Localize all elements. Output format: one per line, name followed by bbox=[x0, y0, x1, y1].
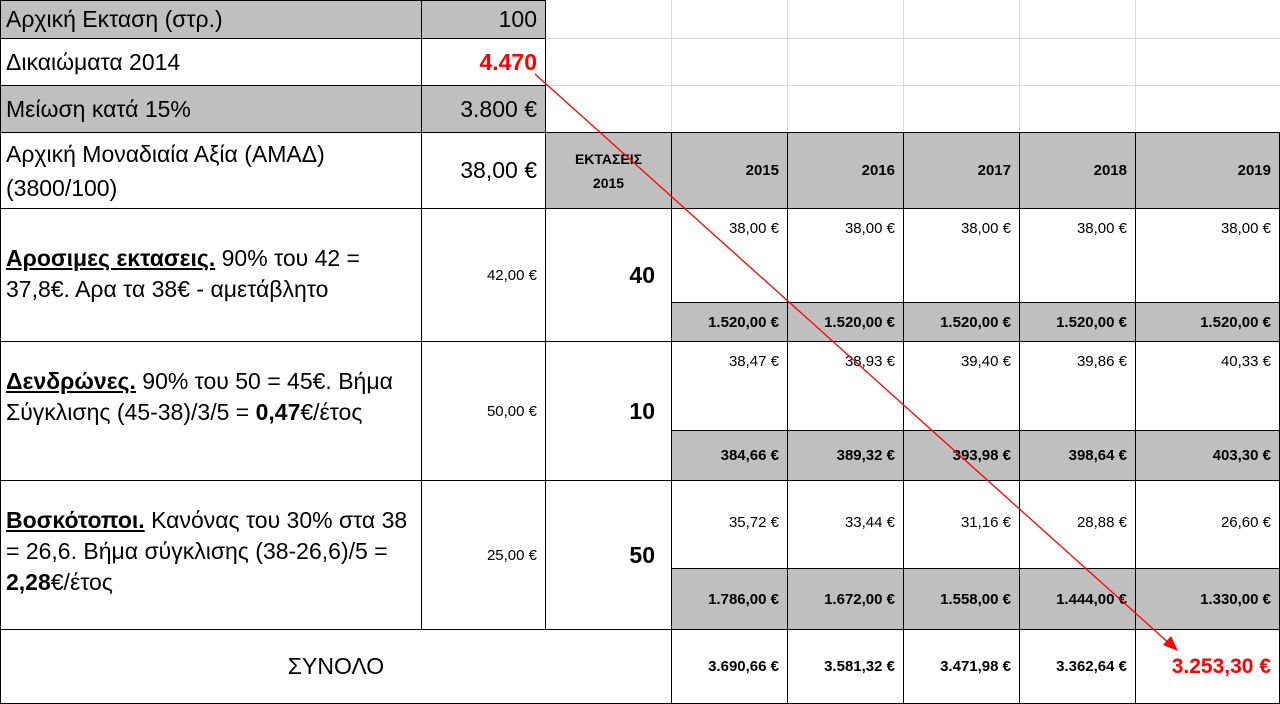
unit-value-label[interactable]: Αρχική Μοναδιαία Αξία (ΑΜΑΔ) (3800/100) bbox=[0, 132, 422, 209]
arable-area[interactable]: 40 bbox=[545, 208, 672, 342]
pastures-total[interactable]: 1.444,00 € bbox=[1019, 568, 1136, 630]
orchards-desc-text: 90% του 50 = 45€. Βήμα Σύγκλισης (45-38)… bbox=[6, 368, 393, 425]
orchards-unit-value[interactable]: 38,47 € bbox=[671, 341, 788, 431]
areas-header-line1: ΕΚΤΑΣΕΙΣ bbox=[574, 150, 643, 167]
year-header[interactable]: 2017 bbox=[903, 132, 1020, 209]
orchards-title: Δενδρώνες. bbox=[6, 368, 136, 394]
orchards-desc-tail: €/έτος bbox=[300, 399, 363, 425]
unit-value-value[interactable]: 38,00 € bbox=[421, 132, 546, 209]
year-header[interactable]: 2016 bbox=[787, 132, 904, 209]
year-header[interactable]: 2015 bbox=[671, 132, 788, 209]
gridline bbox=[787, 0, 788, 132]
pastures-total[interactable]: 1.786,00 € bbox=[671, 568, 788, 630]
orchards-target-value[interactable]: 50,00 € bbox=[421, 341, 546, 481]
pastures-unit-value[interactable]: 35,72 € bbox=[671, 480, 788, 569]
arable-total[interactable]: 1.520,00 € bbox=[1135, 302, 1280, 342]
orchards-total[interactable]: 403,30 € bbox=[1135, 430, 1280, 481]
pastures-unit-value[interactable]: 31,16 € bbox=[903, 480, 1020, 569]
pastures-total[interactable]: 1.330,00 € bbox=[1135, 568, 1280, 630]
arable-unit-value[interactable]: 38,00 € bbox=[1019, 208, 1136, 303]
grand-total-value[interactable]: 3.362,64 € bbox=[1019, 629, 1136, 704]
arable-total[interactable]: 1.520,00 € bbox=[787, 302, 904, 342]
grand-total-value[interactable]: 3.581,32 € bbox=[787, 629, 904, 704]
pastures-total[interactable]: 1.558,00 € bbox=[903, 568, 1020, 630]
orchards-unit-value[interactable]: 39,40 € bbox=[903, 341, 1020, 431]
arable-description[interactable]: Αροσιμες εκτασεις. 90% του 42 = 37,8€. Α… bbox=[0, 208, 422, 342]
orchards-step-value: 0,47 bbox=[255, 399, 301, 425]
arable-total[interactable]: 1.520,00 € bbox=[903, 302, 1020, 342]
initial-area-value[interactable]: 100 bbox=[421, 0, 546, 39]
pastures-unit-value[interactable]: 33,44 € bbox=[787, 480, 904, 569]
initial-area-label[interactable]: Αρχική Εκταση (στρ.) bbox=[0, 0, 422, 39]
reduction-label[interactable]: Μείωση κατά 15% bbox=[0, 85, 422, 133]
orchards-total[interactable]: 398,64 € bbox=[1019, 430, 1136, 481]
gridline bbox=[1135, 0, 1136, 132]
pastures-unit-value[interactable]: 28,88 € bbox=[1019, 480, 1136, 569]
arable-unit-value[interactable]: 38,00 € bbox=[787, 208, 904, 303]
arable-total[interactable]: 1.520,00 € bbox=[1019, 302, 1136, 342]
gridline bbox=[1019, 0, 1020, 132]
pastures-desc-text: Κανόνας του 30% στα 38 = 26,6. Βήμα σύγκ… bbox=[6, 507, 408, 564]
gridline bbox=[545, 38, 1280, 39]
gridline bbox=[545, 85, 1280, 86]
pastures-area[interactable]: 50 bbox=[545, 480, 672, 630]
orchards-description[interactable]: Δενδρώνες. 90% του 50 = 45€. Βήμα Σύγκλι… bbox=[0, 341, 422, 481]
orchards-area[interactable]: 10 bbox=[545, 341, 672, 481]
grand-total-value[interactable]: 3.690,66 € bbox=[671, 629, 788, 704]
pastures-step-value: 2,28 bbox=[6, 569, 51, 595]
orchards-unit-value[interactable]: 38,93 € bbox=[787, 341, 904, 431]
orchards-unit-value[interactable]: 40,33 € bbox=[1135, 341, 1280, 431]
pastures-target-value[interactable]: 25,00 € bbox=[421, 480, 546, 630]
arable-unit-value[interactable]: 38,00 € bbox=[1135, 208, 1280, 303]
reduction-value[interactable]: 3.800 € bbox=[421, 85, 546, 133]
gridline bbox=[903, 0, 904, 132]
arable-total[interactable]: 1.520,00 € bbox=[671, 302, 788, 342]
grand-total-label[interactable]: ΣΥΝΟΛΟ bbox=[0, 629, 672, 704]
year-header[interactable]: 2018 bbox=[1019, 132, 1136, 209]
pastures-total[interactable]: 1.672,00 € bbox=[787, 568, 904, 630]
gridline bbox=[671, 0, 672, 132]
pastures-unit-value[interactable]: 26,60 € bbox=[1135, 480, 1280, 569]
arable-target-value[interactable]: 42,00 € bbox=[421, 208, 546, 342]
arable-desc-text: 90% του 42 = 37,8€. Αρα τα 38€ - αμετάβλ… bbox=[6, 245, 360, 302]
pastures-desc-tail: €/έτος bbox=[50, 569, 113, 595]
rights-label[interactable]: Δικαιώματα 2014 bbox=[0, 38, 422, 86]
areas-header-line2: 2015 bbox=[592, 174, 625, 191]
orchards-unit-value[interactable]: 39,86 € bbox=[1019, 341, 1136, 431]
arable-unit-value[interactable]: 38,00 € bbox=[671, 208, 788, 303]
arable-unit-value[interactable]: 38,00 € bbox=[903, 208, 1020, 303]
year-header[interactable]: 2019 bbox=[1135, 132, 1280, 209]
orchards-total[interactable]: 389,32 € bbox=[787, 430, 904, 481]
grand-total-value-highlight[interactable]: 3.253,30 € bbox=[1135, 629, 1280, 704]
pastures-title: Βοσκότοποι. bbox=[6, 507, 145, 533]
rights-value[interactable]: 4.470 bbox=[421, 38, 546, 86]
orchards-total[interactable]: 384,66 € bbox=[671, 430, 788, 481]
pastures-description[interactable]: Βοσκότοποι. Κανόνας του 30% στα 38 = 26,… bbox=[0, 480, 422, 630]
grand-total-value[interactable]: 3.471,98 € bbox=[903, 629, 1020, 704]
orchards-total[interactable]: 393,98 € bbox=[903, 430, 1020, 481]
areas-header[interactable]: ΕΚΤΑΣΕΙΣ 2015 bbox=[545, 132, 672, 209]
arable-title: Αροσιμες εκτασεις. bbox=[6, 245, 216, 271]
